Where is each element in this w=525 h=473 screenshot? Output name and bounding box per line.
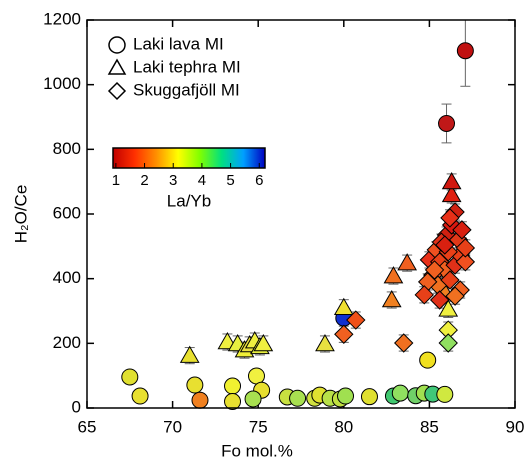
x-tick-label: 70: [163, 417, 182, 436]
marker: [441, 184, 462, 203]
marker: [334, 324, 354, 344]
legend-label: Laki lava MI: [133, 34, 224, 53]
colorbar-tick-label: 4: [198, 172, 206, 189]
marker: [381, 289, 402, 308]
marker: [424, 260, 445, 280]
marker: [289, 389, 307, 407]
marker: [440, 208, 460, 228]
marker: [455, 238, 476, 258]
y-tick-label: 200: [53, 333, 81, 352]
x-tick-label: 75: [249, 417, 268, 436]
legend-marker: [107, 58, 127, 75]
marker: [121, 368, 139, 386]
colorbar-label: La/Yb: [167, 191, 211, 210]
marker: [414, 285, 434, 305]
colorbar-tick-label: 5: [226, 172, 234, 189]
marker: [440, 270, 460, 290]
colorbar-tick-label: 1: [112, 172, 120, 189]
marker: [391, 384, 409, 402]
marker: [244, 390, 262, 408]
marker: [438, 299, 459, 317]
marker: [445, 286, 465, 306]
x-tick-label: 80: [334, 417, 353, 436]
y-tick-label: 1000: [43, 74, 81, 93]
marker: [224, 377, 242, 395]
marker: [179, 345, 200, 363]
marker: [186, 376, 204, 394]
legend-marker: [108, 36, 126, 54]
marker: [253, 333, 274, 352]
marker: [438, 333, 458, 353]
y-tick-label: 600: [53, 203, 81, 222]
marker: [456, 42, 474, 60]
marker: [394, 333, 414, 353]
marker: [333, 297, 354, 316]
y-axis-label: H₂O/Ce: [11, 185, 30, 244]
marker: [429, 290, 450, 310]
y-tick-label: 800: [53, 139, 81, 158]
legend-marker: [107, 81, 127, 101]
marker: [438, 114, 456, 132]
marker: [337, 387, 355, 405]
colorbar-tick-label: 6: [255, 172, 263, 189]
marker: [346, 310, 366, 330]
x-tick-label: 65: [78, 417, 97, 436]
y-tick-label: 1200: [43, 9, 81, 28]
marker: [224, 393, 242, 411]
colorbar-tick-label: 3: [169, 172, 177, 189]
legend-label: Laki tephra MI: [133, 57, 241, 76]
y-tick-label: 400: [53, 268, 81, 287]
colorbar-tick-label: 2: [140, 172, 148, 189]
x-axis-label: Fo mol.%: [221, 441, 293, 460]
marker: [455, 252, 476, 272]
x-tick-label: 85: [420, 417, 439, 436]
marker: [383, 266, 404, 284]
marker: [315, 333, 335, 352]
marker: [452, 220, 472, 240]
marker: [191, 391, 209, 409]
marker: [419, 351, 437, 369]
x-tick-label: 90: [506, 417, 525, 436]
marker: [397, 253, 418, 271]
marker: [247, 367, 265, 385]
plot-frame: [86, 19, 516, 409]
legend-label: Skuggafjöll MI: [133, 80, 240, 99]
y-tick-label: 0: [72, 397, 81, 416]
marker: [436, 385, 454, 403]
colorbar: [112, 147, 266, 169]
marker: [360, 388, 378, 406]
marker: [441, 171, 462, 190]
marker: [435, 235, 455, 255]
marker: [131, 387, 149, 405]
